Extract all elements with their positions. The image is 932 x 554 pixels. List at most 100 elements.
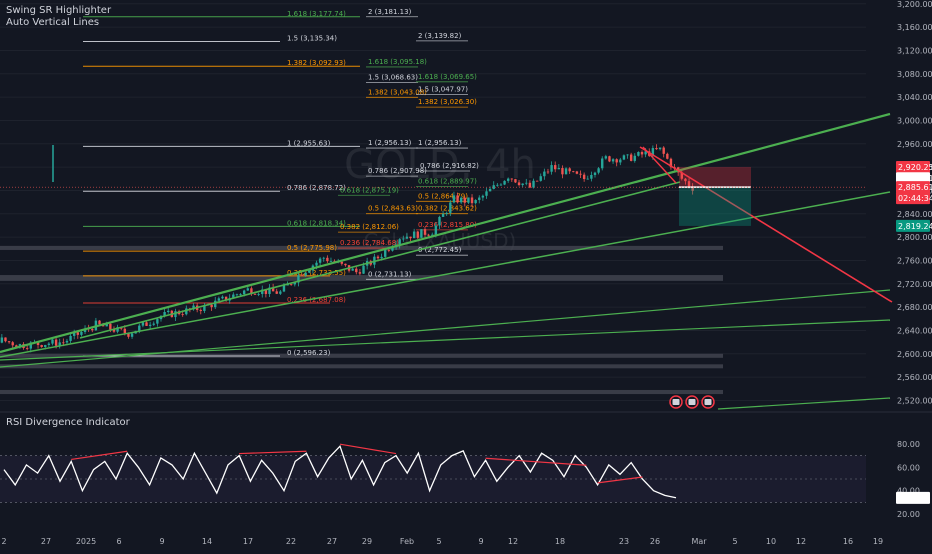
candle-body bbox=[289, 284, 293, 286]
fib-label: 2 (3,181.13) bbox=[368, 8, 412, 16]
indicator-legend-2[interactable]: Auto Vertical Lines bbox=[6, 17, 100, 28]
candle-body bbox=[279, 291, 282, 294]
candle-body bbox=[644, 151, 647, 155]
candle-body bbox=[264, 289, 268, 294]
candle-body bbox=[684, 178, 687, 182]
price-tag-target: 2,819.24 bbox=[898, 222, 932, 231]
candle-body bbox=[138, 325, 141, 331]
candle-body bbox=[7, 341, 11, 343]
candle-body bbox=[478, 197, 481, 200]
candle-body bbox=[181, 314, 184, 315]
candle-body bbox=[640, 152, 644, 155]
candle-body bbox=[351, 268, 354, 271]
candle-body bbox=[275, 291, 278, 294]
position-tool[interactable] bbox=[0, 166, 866, 226]
candle-body bbox=[0, 337, 4, 343]
candle-body bbox=[662, 147, 665, 154]
trend-line-red bbox=[639, 146, 893, 303]
fib-label: 1.5 (3,047.97) bbox=[418, 85, 468, 93]
candle-body bbox=[167, 310, 170, 312]
candle-body bbox=[658, 147, 662, 150]
candle-body bbox=[300, 275, 304, 277]
rsi-tick-label: 20.00 bbox=[897, 510, 920, 519]
candle-body bbox=[116, 327, 119, 332]
candle-body bbox=[340, 261, 344, 264]
candle-body bbox=[109, 323, 112, 330]
price-tag-countdown: 02:44:34 bbox=[898, 194, 932, 203]
price-tag-stop-bg bbox=[896, 160, 930, 173]
candle-body bbox=[593, 172, 597, 175]
rsi-value-tag: 33.84 bbox=[900, 494, 923, 503]
candle-body bbox=[608, 156, 611, 162]
time-tick-label: 12 bbox=[796, 537, 806, 546]
candle-body bbox=[51, 339, 54, 344]
time-tick-label: 18 bbox=[555, 537, 565, 546]
event-icons[interactable] bbox=[669, 395, 715, 409]
sr-zone bbox=[0, 389, 723, 395]
candle-body bbox=[535, 180, 539, 182]
candle-body bbox=[669, 158, 673, 168]
candle-body bbox=[304, 272, 307, 276]
candle-body bbox=[98, 320, 101, 325]
candle-body bbox=[318, 258, 322, 263]
candle-body bbox=[232, 294, 235, 299]
candle-body bbox=[615, 159, 618, 163]
candle-body bbox=[550, 165, 553, 172]
price-tick-label: 2,760.00 bbox=[897, 256, 932, 265]
watermark: GOLD, 4h Gold (XAUUSD) bbox=[344, 142, 536, 253]
candle-body bbox=[282, 285, 286, 292]
price-tick-label: 3,080.00 bbox=[897, 70, 932, 79]
stop-zone bbox=[679, 166, 751, 188]
fib-label: 1.382 (3,043.08) bbox=[368, 88, 427, 96]
fib-label: 0.618 (2,875.19) bbox=[340, 186, 399, 194]
candle-body bbox=[65, 340, 69, 343]
price-tick-label: 2,680.00 bbox=[897, 303, 932, 312]
candle-body bbox=[438, 216, 441, 226]
candle-body bbox=[651, 148, 655, 156]
candle-body bbox=[105, 323, 108, 327]
candle-body bbox=[499, 184, 503, 186]
rsi-legend[interactable]: RSI Divergence Indicator bbox=[6, 417, 130, 428]
rsi-tick-label: 80.00 bbox=[897, 440, 920, 449]
candle-body bbox=[47, 343, 51, 345]
time-tick-label: 26 bbox=[650, 537, 660, 546]
time-tick-label: 5 bbox=[436, 537, 441, 546]
candle-body bbox=[506, 178, 510, 181]
candle-body bbox=[36, 342, 40, 345]
candle-body bbox=[633, 155, 636, 161]
indicator-legend-1[interactable]: Swing SR Highlighter bbox=[6, 5, 112, 16]
price-tick-label: 2,560.00 bbox=[897, 373, 932, 382]
time-tick-label: 10 bbox=[766, 537, 776, 546]
price-tag-last-bg bbox=[896, 181, 930, 194]
price-tick-label: 2,960.00 bbox=[897, 140, 932, 149]
time-axis[interactable]: 2 27 2025 6 9 14 17 22 27 29 Feb 5 9 12 18 23 26 Mar 5 10 12… bbox=[1, 537, 883, 546]
candle-body bbox=[286, 284, 289, 286]
fib-label: 0.382 (2,733.55) bbox=[287, 269, 346, 277]
candle-body bbox=[427, 234, 430, 236]
candle-body bbox=[4, 337, 7, 342]
candle-body bbox=[326, 257, 329, 262]
fib-label: 1.382 (3,092.93) bbox=[287, 59, 346, 67]
candle-body bbox=[76, 332, 80, 335]
price-tick-label: 2,720.00 bbox=[897, 280, 932, 289]
candle-body bbox=[329, 261, 333, 262]
time-tick-label: 16 bbox=[843, 537, 853, 546]
candle-body bbox=[44, 344, 47, 348]
candle-body bbox=[344, 263, 347, 266]
candle-body bbox=[308, 270, 311, 273]
candle-body bbox=[391, 247, 394, 251]
time-tick-label: 2 bbox=[1, 537, 6, 546]
price-tick-label: 2,600.00 bbox=[897, 350, 932, 359]
fib-label: 1.382 (3,026.30) bbox=[418, 98, 477, 106]
fib-levels: 1.618 (3,177.74) 2 (3,181.13) 1.5 (3,135.3… bbox=[83, 8, 479, 357]
candle-body bbox=[25, 348, 29, 349]
trend-line-green bbox=[0, 319, 891, 361]
candle-body bbox=[680, 172, 683, 179]
candle-body bbox=[210, 304, 213, 308]
price-tags: 2,920.25 2,889.412,885.61 02:44:34 2,819.24… bbox=[896, 160, 932, 504]
price-tick-label: 2,640.00 bbox=[897, 326, 932, 335]
price-tick-label: 2,800.00 bbox=[897, 233, 932, 242]
price-tick-label: 3,040.00 bbox=[897, 93, 932, 102]
candle-body bbox=[261, 289, 264, 294]
